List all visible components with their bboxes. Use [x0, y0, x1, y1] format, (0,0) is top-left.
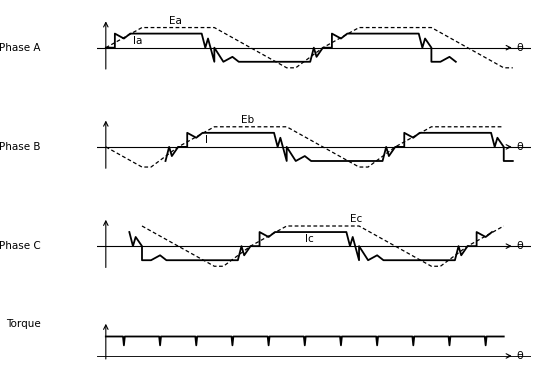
Text: Ia: Ia: [133, 36, 142, 46]
Text: Ec: Ec: [350, 214, 362, 224]
Text: θ: θ: [517, 241, 523, 251]
Text: Ea: Ea: [169, 16, 182, 26]
Text: Phase C: Phase C: [0, 241, 40, 251]
Text: Ic: Ic: [305, 234, 314, 244]
Text: Torque: Torque: [6, 319, 40, 329]
Text: Phase B: Phase B: [0, 142, 40, 152]
Text: Eb: Eb: [242, 115, 254, 125]
Text: θ: θ: [517, 43, 523, 53]
Text: I: I: [205, 135, 208, 145]
Text: θ: θ: [517, 142, 523, 152]
Text: Phase A: Phase A: [0, 43, 40, 53]
Text: θ: θ: [517, 351, 523, 361]
